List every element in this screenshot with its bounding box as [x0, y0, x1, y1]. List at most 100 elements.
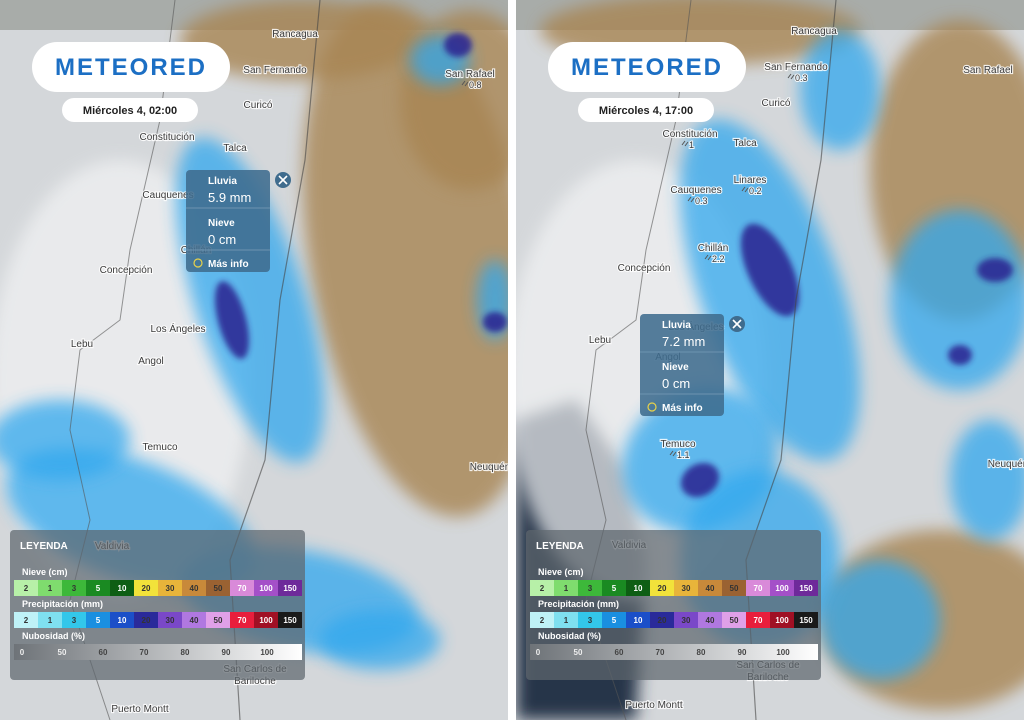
rain-area [950, 420, 1024, 540]
rain-icon [461, 80, 469, 87]
legend-step: 5 [96, 616, 101, 625]
city-label: Curicó [762, 98, 791, 109]
city-label: Neuquén [470, 462, 511, 473]
legend-swatch [698, 580, 722, 596]
legend-row-label: Nubosidad (%) [22, 631, 85, 641]
legend-row-label: Precipitación (mm) [538, 599, 619, 609]
legend-step: 90 [738, 648, 747, 657]
legend-step: 40 [190, 616, 199, 625]
rain-area [820, 560, 940, 680]
legend-step: 10 [118, 584, 127, 593]
city-label: San Fernando [764, 62, 828, 73]
city-label: Constitución [139, 132, 194, 143]
info-popup [186, 170, 270, 272]
legend-step: 100 [260, 648, 274, 657]
legend-step: 50 [730, 616, 739, 625]
city-label: Talca [223, 143, 247, 154]
legend-step: 80 [181, 648, 190, 657]
legend-step: 100 [259, 584, 273, 593]
heavy-rain [214, 281, 250, 359]
heavy-rain [483, 312, 507, 332]
legend-swatch [794, 612, 818, 628]
legend-swatch [650, 580, 674, 596]
city-label: Los Ángeles [150, 322, 205, 335]
rain-area [0, 400, 130, 480]
legend-step: 50 [214, 584, 223, 593]
legend-step: 60 [99, 648, 108, 657]
legend-box [526, 530, 821, 680]
legend-step: 50 [730, 584, 739, 593]
more-info[interactable]: Más info [662, 403, 703, 414]
more-info[interactable]: Más info [208, 259, 249, 270]
city-label: San Rafael [963, 65, 1012, 76]
rain-amount: 0.3 [695, 196, 708, 206]
rain-value: 5.9 mm [208, 190, 251, 205]
legend-step: 30 [682, 584, 691, 593]
city-label: Rancagua [272, 29, 318, 40]
legend-step: 40 [706, 584, 715, 593]
city-label: Neuquén [988, 459, 1024, 470]
legend-step: 3 [588, 584, 593, 593]
city-label: Cauquenes [670, 185, 721, 196]
legend-swatch [698, 612, 722, 628]
legend-step: 1 [564, 616, 569, 625]
legend-swatch [746, 612, 770, 628]
heavy-rain [977, 258, 1013, 282]
heavy-rain [444, 33, 472, 57]
legend-title: LEYENDA [20, 541, 68, 552]
legend-swatch [86, 580, 110, 596]
legend-swatch [254, 580, 278, 596]
city-label: Chillán [698, 243, 729, 254]
rain-area [800, 30, 880, 150]
snow-value: 0 cm [208, 232, 236, 247]
legend-swatch [254, 612, 278, 628]
legend-swatch [770, 580, 794, 596]
rain-icon [704, 254, 712, 261]
logo: METEORED [55, 54, 207, 81]
legend-swatch [554, 612, 578, 628]
city-label: Talca [733, 138, 757, 149]
legend-step: 40 [706, 616, 715, 625]
legend-step: 2 [540, 616, 545, 625]
rain-amount: 0.2 [749, 186, 762, 196]
legend-step: 2 [24, 584, 29, 593]
legend-swatch [794, 580, 818, 596]
legend-step: 30 [166, 584, 175, 593]
legend-step: 70 [754, 584, 763, 593]
legend-swatch [578, 580, 602, 596]
legend-swatch [134, 612, 158, 628]
heavy-rain [680, 462, 720, 498]
legend-swatch [626, 612, 650, 628]
legend-row-label: Precipitación (mm) [22, 599, 103, 609]
legend-step: 100 [259, 616, 273, 625]
legend-swatch [278, 612, 302, 628]
rain-area [320, 610, 440, 670]
info-icon [193, 258, 203, 268]
legend-step: 3 [72, 584, 77, 593]
rain-amount: 0.8 [469, 80, 482, 90]
legend-swatch [530, 612, 554, 628]
map-panel: Rancagua San Fernando Curicó Talca Constituc… [0, 0, 511, 720]
city-label: Lebu [589, 335, 611, 346]
legend-step: 20 [658, 584, 667, 593]
legend-step: 70 [238, 584, 247, 593]
legend-step: 10 [634, 584, 643, 593]
legend-swatch [230, 612, 254, 628]
legend-step: 5 [612, 616, 617, 625]
rain-icon [681, 140, 689, 147]
legend-swatch [746, 580, 770, 596]
legend-swatch [62, 612, 86, 628]
snow-label: Nieve [208, 218, 235, 229]
legend-title: LEYENDA [536, 541, 584, 552]
city-label: Rancagua [791, 26, 837, 37]
rain-icon [741, 186, 749, 193]
legend-step: 70 [238, 616, 247, 625]
legend-step: 100 [775, 584, 789, 593]
info-icon [647, 402, 657, 412]
city-label: San Rafael [445, 69, 494, 80]
logo-badge [32, 42, 230, 92]
legend-swatch [278, 580, 302, 596]
legend-swatch [602, 580, 626, 596]
legend-step: 100 [776, 648, 790, 657]
legend-swatch [14, 580, 38, 596]
